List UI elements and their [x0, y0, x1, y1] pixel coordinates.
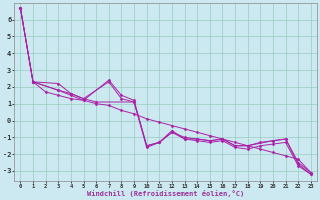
X-axis label: Windchill (Refroidissement éolien,°C): Windchill (Refroidissement éolien,°C)	[87, 190, 244, 197]
